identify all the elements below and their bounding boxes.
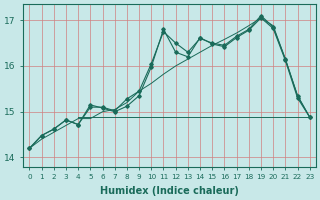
X-axis label: Humidex (Indice chaleur): Humidex (Indice chaleur): [100, 186, 239, 196]
